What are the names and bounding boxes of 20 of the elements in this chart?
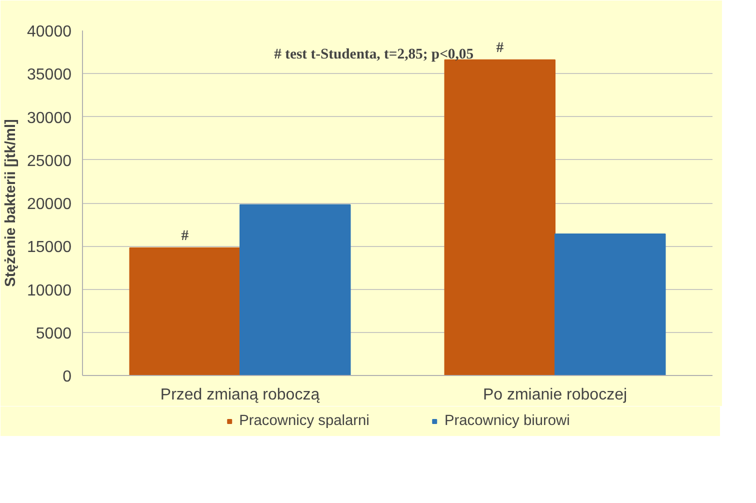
y-tick-label: 25000	[27, 152, 72, 170]
y-tick-label: 15000	[27, 239, 72, 256]
legend-label: Pracownicy biurowi	[444, 413, 570, 429]
y-tick-label: 0	[62, 368, 72, 386]
bar	[240, 204, 351, 376]
y-tick-label: 40000	[27, 24, 72, 40]
legend-label: Pracownicy spalarni	[239, 413, 370, 429]
y-tick-label: 10000	[27, 282, 72, 300]
annotation: #	[181, 228, 190, 244]
bar	[554, 234, 666, 376]
y-tick-label: 20000	[27, 196, 72, 213]
annotation: #	[496, 40, 504, 56]
x-tick-label: Po zmianie roboczej	[482, 386, 628, 404]
x-tick-label: Przed zmianą roboczą	[160, 386, 320, 404]
y-tick-label: 5000	[36, 325, 72, 342]
y-axis-title: Stężenie bakterii [jtk/ml]	[3, 118, 20, 287]
annotation: # test t-Studenta, t=2,85; p<0,05	[274, 46, 474, 62]
y-tick-label: 35000	[27, 66, 72, 84]
y-tick-label: 30000	[27, 110, 72, 127]
bar	[129, 247, 240, 376]
